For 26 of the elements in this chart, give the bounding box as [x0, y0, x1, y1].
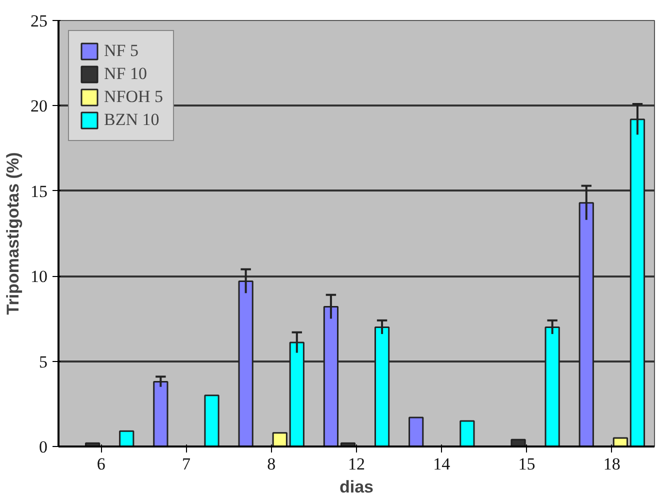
x-tick-label: 18	[603, 454, 620, 474]
bar	[119, 430, 134, 446]
legend-label: NF 10	[104, 64, 147, 84]
y-tick-label: 15	[30, 182, 48, 201]
y-axis-title: Tripomastigotas (%)	[4, 152, 22, 315]
x-tick-label: 6	[96, 454, 106, 474]
y-tick-label: 0	[39, 438, 48, 456]
bar	[204, 394, 220, 446]
x-tick-label: 15	[518, 454, 536, 474]
x-axis-title: dias	[339, 478, 374, 496]
bar	[272, 432, 288, 446]
legend-label: NF 5	[104, 41, 138, 61]
bar	[153, 381, 168, 446]
legend-label: BZN 10	[104, 110, 160, 130]
bar	[460, 420, 475, 446]
y-tick-label: 25	[30, 12, 48, 30]
x-tick-label: 7	[182, 454, 191, 474]
x-tick-label: 14	[433, 454, 451, 474]
bar	[408, 416, 424, 446]
legend-label: NFOH 5	[104, 87, 164, 107]
y-tick-label: 10	[30, 267, 48, 286]
x-tick-label: 8	[267, 454, 276, 474]
y-tick-label: 20	[30, 96, 48, 116]
y-tick-label: 5	[39, 352, 48, 372]
bar	[612, 437, 628, 446]
x-tick-label: 12	[348, 454, 365, 474]
